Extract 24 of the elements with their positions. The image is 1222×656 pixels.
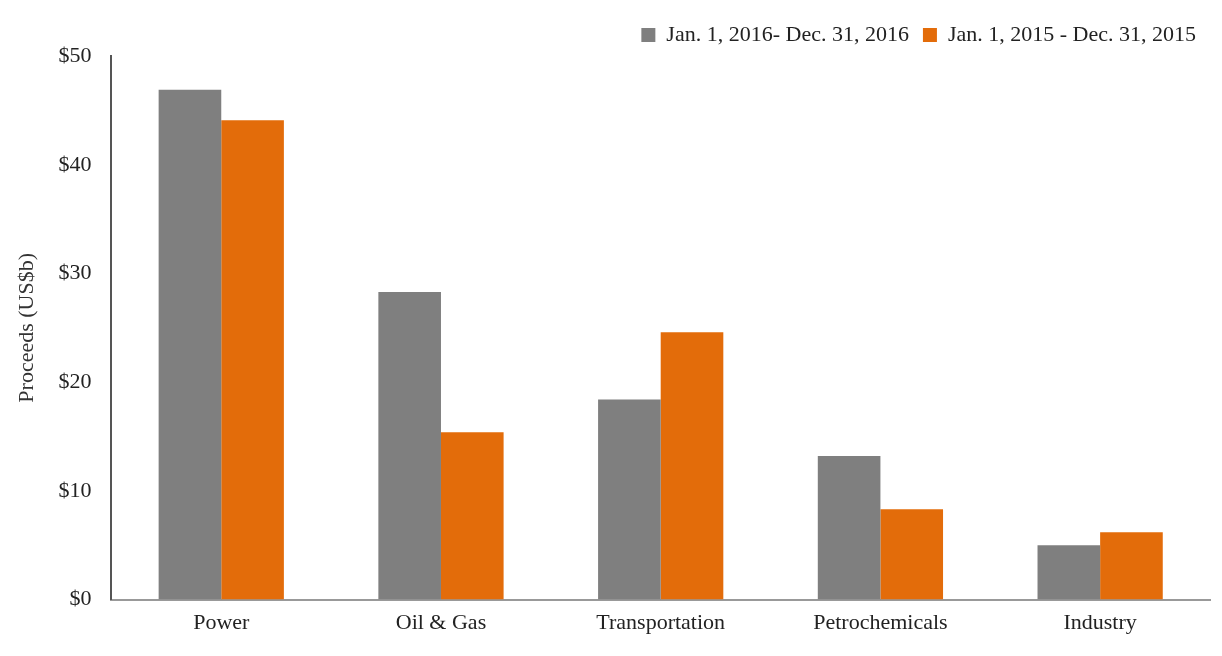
legend-label: Jan. 1, 2016- Dec. 31, 2016 xyxy=(666,20,909,46)
bar xyxy=(817,456,881,600)
bar xyxy=(598,399,661,600)
y-tick-label: $10 xyxy=(58,476,92,502)
bar xyxy=(1100,532,1163,600)
x-tick-label: Oil & Gas xyxy=(395,608,487,634)
y-tick-label: $50 xyxy=(58,41,92,67)
y-tick-label: $30 xyxy=(58,259,92,285)
bar xyxy=(880,509,944,600)
bar xyxy=(221,120,284,600)
y-tick-label: $0 xyxy=(69,585,92,611)
bar xyxy=(660,332,724,600)
y-tick-label: $40 xyxy=(58,150,92,176)
x-tick-label: Petrochemicals xyxy=(813,608,948,634)
bar xyxy=(1037,545,1101,600)
y-tick-label: $20 xyxy=(58,367,92,393)
legend-label: Jan. 1, 2015 - Dec. 31, 2015 xyxy=(947,20,1197,46)
x-tick-label: Power xyxy=(193,608,251,634)
x-tick-label: Transportation xyxy=(596,608,726,634)
y-axis-title: Proceeds (US$b) xyxy=(12,252,38,403)
bar xyxy=(378,291,441,600)
bar xyxy=(158,89,222,600)
bar xyxy=(440,432,504,600)
x-tick-label: Industry xyxy=(1063,608,1137,634)
